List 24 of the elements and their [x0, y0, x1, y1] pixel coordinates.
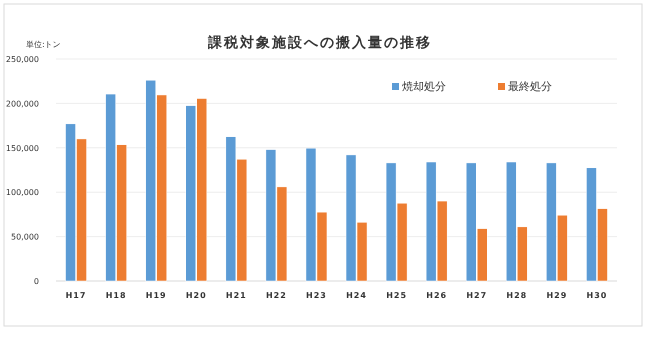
y-tick-label: 150,000 — [6, 144, 39, 153]
x-tick-label: H17 — [66, 291, 86, 300]
y-tick-label: 0 — [34, 277, 39, 286]
x-tick-label: H24 — [346, 291, 367, 300]
x-tick-label: H26 — [426, 291, 448, 300]
x-tick-label: H23 — [306, 291, 327, 300]
y-tick-label: 100,000 — [6, 188, 39, 198]
legend-label: 焼却処分 — [402, 80, 446, 93]
chart-title: 課税対象施設への搬入量の推移 — [207, 34, 432, 51]
x-tick-label: H30 — [586, 291, 608, 300]
x-tick-label: H29 — [546, 291, 568, 300]
x-tick-label: H27 — [466, 291, 488, 300]
x-tick-label: H19 — [146, 291, 167, 300]
y-tick-label: 200,000 — [6, 99, 39, 108]
y-tick-label: 250,000 — [6, 55, 39, 64]
text: 単位:トン — [26, 40, 61, 49]
x-tick-label: H21 — [226, 291, 247, 300]
x-tick-label: H28 — [506, 291, 528, 300]
x-tick-label: H22 — [266, 291, 287, 300]
x-tick-label: H20 — [186, 291, 207, 300]
x-tick-label: H18 — [106, 291, 127, 300]
x-tick-label: H25 — [386, 291, 408, 300]
legend-label: 最終処分 — [508, 80, 552, 93]
y-tick-label: 50,000 — [11, 232, 39, 242]
